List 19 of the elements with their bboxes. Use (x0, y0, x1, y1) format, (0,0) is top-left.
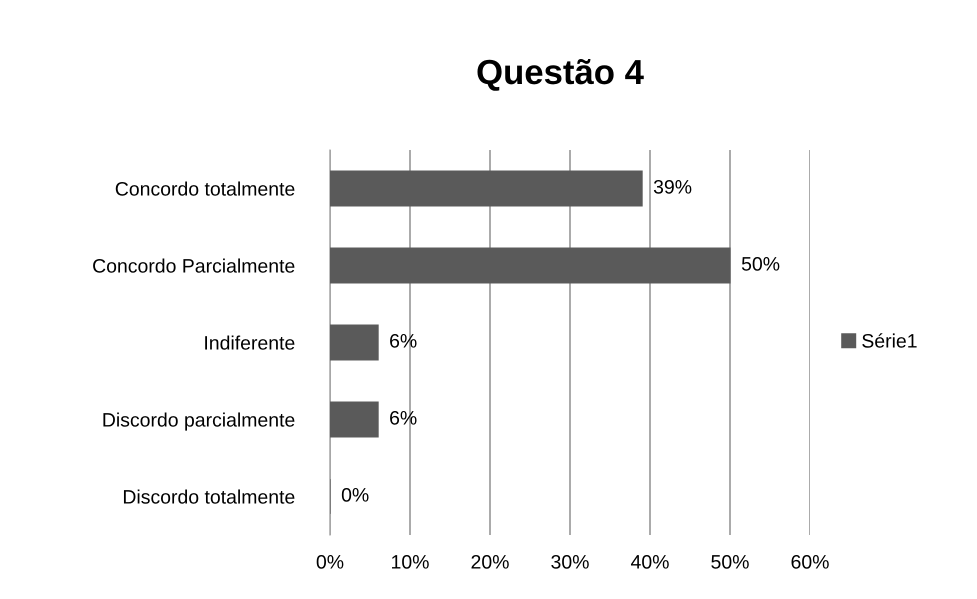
y-tick-label: Discordo parcialmente (103, 412, 294, 431)
x-tick-label: 60% (792, 554, 829, 569)
y-tick-label: Concordo Parcialmente (93, 258, 294, 273)
x-tick-label: 50% (711, 554, 749, 569)
data-label: 0% (342, 488, 369, 502)
y-tick-label: Discordo totalmente (124, 489, 294, 504)
x-tick-label: 30% (551, 554, 589, 569)
x-tick-label: 40% (630, 554, 669, 569)
x-tick-label: 0% (316, 554, 344, 569)
legend-label: Série1 (862, 333, 917, 348)
data-label: 39% (654, 180, 692, 194)
y-tick-label: Indiferente (205, 335, 294, 350)
x-tick-label: 10% (392, 554, 429, 569)
data-label: 6% (390, 410, 417, 425)
data-label: 50% (742, 256, 780, 271)
data-label: 6% (390, 334, 417, 348)
x-tick-label: 20% (472, 554, 509, 569)
y-tick-label: Concordo totalmente (116, 181, 294, 196)
chart-title: Questão 4 (477, 58, 644, 91)
